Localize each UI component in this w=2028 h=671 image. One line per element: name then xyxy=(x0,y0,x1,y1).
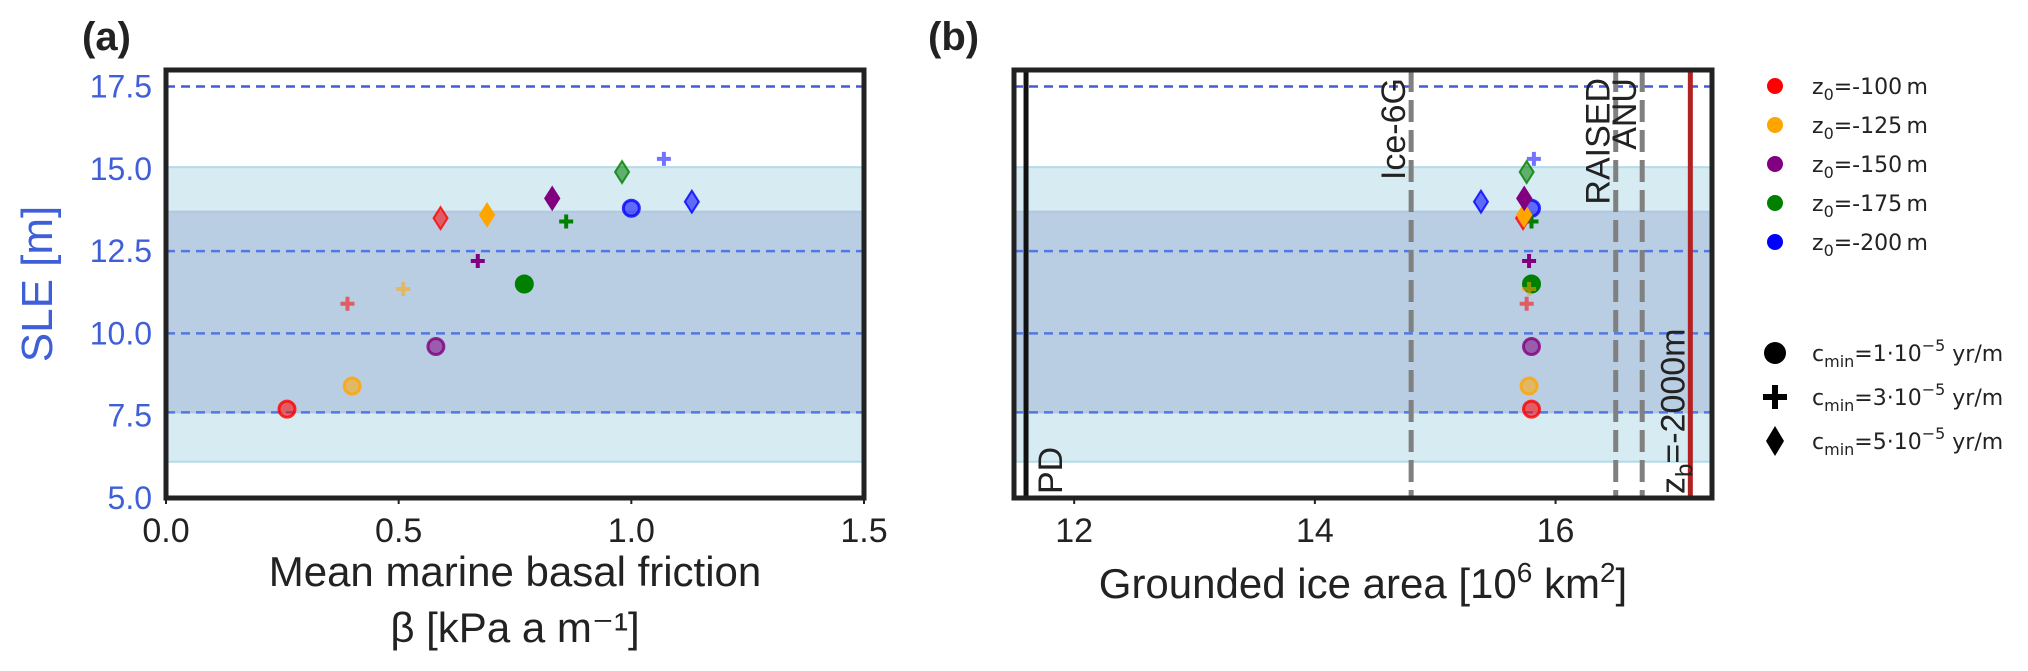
legend-marker xyxy=(1767,156,1783,172)
panel-a-hlines xyxy=(166,85,864,414)
legend-z0: z0=-100 m z0=-125 m z0=-150 m z0=-175 m z0=-… xyxy=(1767,75,1928,260)
legend-marker-circle xyxy=(1764,342,1786,364)
data-point xyxy=(559,214,574,229)
y-tick-label: 7.5 xyxy=(108,398,152,434)
x-tick-label: 1.0 xyxy=(608,512,655,550)
panel-b-xlabel-exp2: 2 xyxy=(1600,557,1616,588)
data-point xyxy=(277,399,297,419)
data-point xyxy=(1516,185,1533,212)
panel-a-label: (a) xyxy=(82,15,131,59)
data-point xyxy=(683,188,701,215)
legend-label: cmin=5·10−5 yr/m xyxy=(1812,424,2003,459)
x-tick-label: 1.5 xyxy=(840,512,887,550)
vline-label-0: PD xyxy=(1032,447,1070,494)
panel-b-xlabel-tail: km xyxy=(1532,560,1600,607)
data-point xyxy=(1519,296,1534,311)
panel-b-xlabel-exp: 6 xyxy=(1517,557,1533,588)
legend-label: z0=-125 m xyxy=(1812,114,1928,143)
panel-b-xlabel-main: Grounded ice area [10 xyxy=(1099,560,1517,607)
panel-b-hlines xyxy=(1014,85,1712,414)
legend-cmin: cmin=1·10−5 yr/m cmin=3·10−5 yr/m cmin=5·1… xyxy=(1763,336,2003,459)
legend-label: z0=-175 m xyxy=(1812,192,1928,221)
data-point xyxy=(1526,151,1541,166)
x-tick-label: 16 xyxy=(1537,512,1575,550)
data-point xyxy=(1519,376,1539,396)
vline-label-3: ANU xyxy=(1606,78,1644,150)
data-point xyxy=(340,296,355,311)
panel-b-xlabel-end: ] xyxy=(1616,560,1628,607)
x-tick-label: 0.0 xyxy=(142,512,189,550)
legend-label: z0=-200 m xyxy=(1812,231,1928,260)
x-tick-label: 12 xyxy=(1055,512,1093,550)
panel-a-yticks: 5.0 7.5 10.0 12.5 15.0 17.5 xyxy=(90,68,152,516)
legend-label: cmin=1·10−5 yr/m xyxy=(1812,336,2003,371)
data-point xyxy=(1521,337,1541,357)
uncertainty-band xyxy=(1014,211,1712,413)
panel-b-xlabel: Grounded ice area [106 km2] xyxy=(1099,557,1627,607)
y-tick-label: 15.0 xyxy=(90,151,152,187)
legend-marker xyxy=(1767,195,1783,211)
panel-a-ylabel: SLE [m] xyxy=(13,206,62,363)
legend-marker xyxy=(1767,78,1783,94)
y-tick-label: 5.0 xyxy=(108,480,152,516)
legend: z0=-100 m z0=-125 m z0=-150 m z0=-175 m z0=-… xyxy=(1763,75,2003,459)
data-point xyxy=(656,151,671,166)
x-tick-label: 14 xyxy=(1296,512,1334,550)
data-point xyxy=(396,281,411,296)
y-tick-label: 10.0 xyxy=(90,315,152,351)
panel-b-points xyxy=(1472,151,1541,419)
vline-label-4: zb=-2000m xyxy=(1654,329,1698,495)
legend-marker xyxy=(1767,117,1783,133)
panel-b-xticks: 12 14 16 xyxy=(1055,498,1574,550)
data-point xyxy=(426,337,446,357)
data-point xyxy=(1518,159,1535,185)
data-point xyxy=(342,376,362,396)
panel-a-xticks: 0.0 0.5 1.0 1.5 xyxy=(142,498,888,550)
vline-label-1: Ice-6G xyxy=(1375,78,1413,180)
uncertainty-band xyxy=(166,211,864,413)
legend-marker-plus xyxy=(1763,385,1787,409)
vline-label-2: RAISED xyxy=(1580,78,1618,205)
data-point xyxy=(1472,188,1490,215)
data-point xyxy=(613,159,631,185)
data-point xyxy=(478,201,496,228)
legend-label: z0=-100 m xyxy=(1812,75,1928,104)
panel-b-frame xyxy=(1011,67,1715,501)
panel-a-xlabel-line1: Mean marine basal friction xyxy=(269,548,762,595)
data-point xyxy=(432,205,449,232)
legend-label: z0=-150 m xyxy=(1812,153,1928,182)
panel-a: (a) 0.0 0.5 1.0 1.5 5.07.510.012.515.017.5 … xyxy=(13,15,888,651)
panel-b-label: (b) xyxy=(928,15,979,59)
y-tick-label: 12.5 xyxy=(90,233,152,269)
legend-marker-diamond xyxy=(1766,426,1784,456)
legend-label: cmin=3·10−5 yr/m xyxy=(1812,380,2003,415)
data-point xyxy=(544,185,561,212)
data-point xyxy=(621,198,641,218)
data-point xyxy=(1522,253,1537,268)
panel-a-xlabel-line2: β [kPa a m⁻¹] xyxy=(390,604,639,651)
panel-b-bands xyxy=(1014,166,1712,463)
x-tick-label: 0.5 xyxy=(375,512,422,550)
data-point xyxy=(1516,201,1533,228)
panel-a-points xyxy=(277,151,701,419)
legend-marker xyxy=(1767,234,1783,250)
data-point xyxy=(470,253,485,268)
y-tick-label: 17.5 xyxy=(90,68,152,104)
data-point xyxy=(514,274,534,294)
panel-a-bands xyxy=(166,166,864,463)
data-point xyxy=(1521,399,1541,419)
data-point xyxy=(1522,281,1537,296)
panel-a-frame xyxy=(163,67,867,501)
